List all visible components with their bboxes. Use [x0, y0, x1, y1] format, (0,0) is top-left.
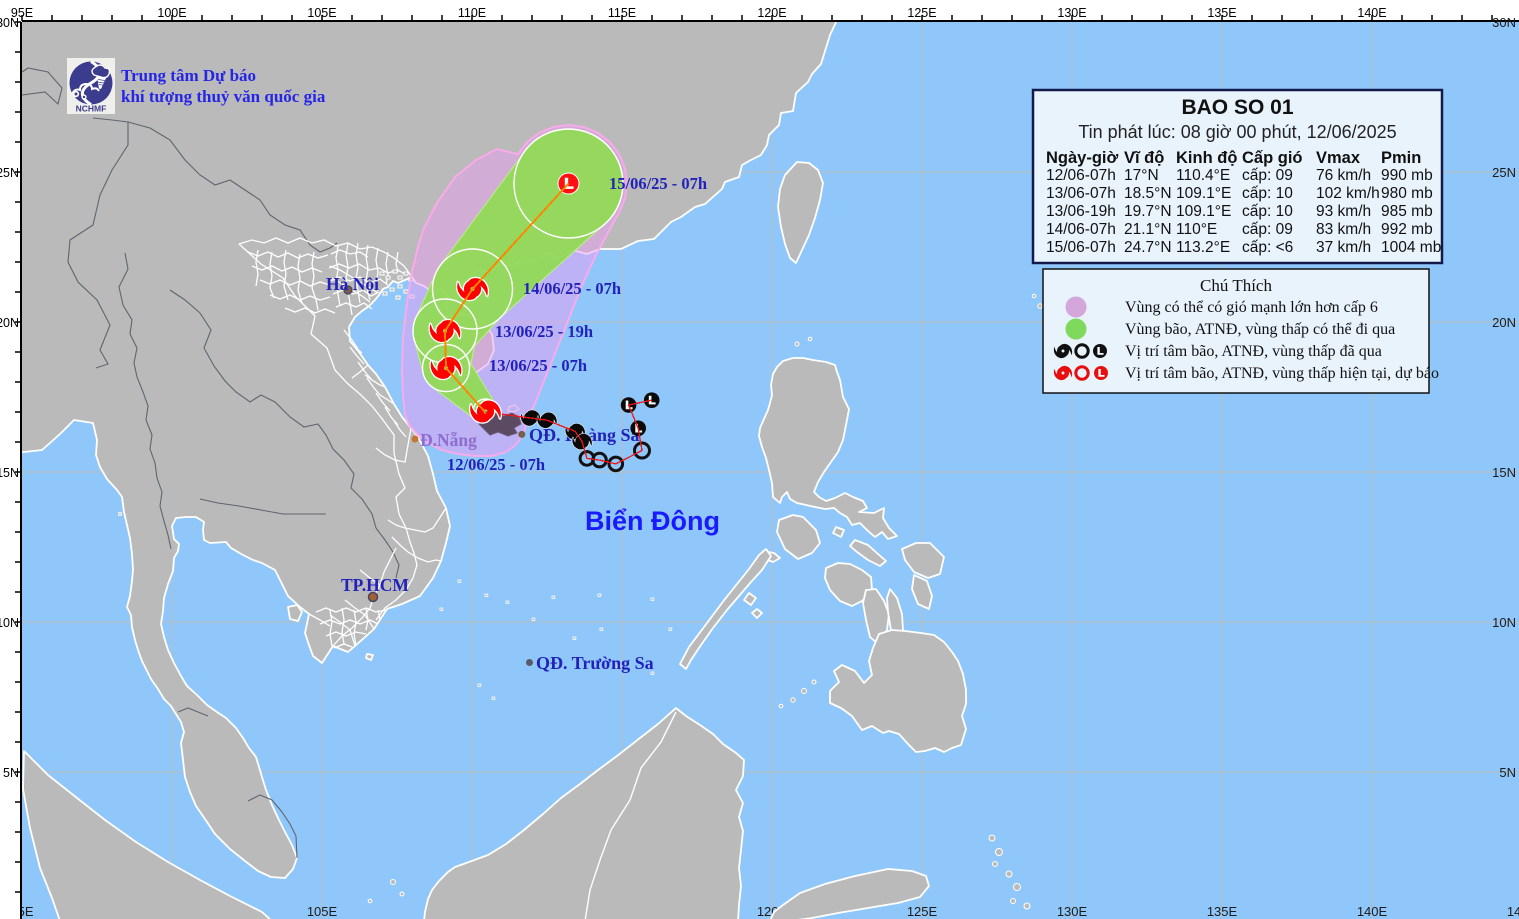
svg-text:109.1°E: 109.1°E — [1176, 203, 1231, 220]
svg-text:109.1°E: 109.1°E — [1176, 185, 1231, 202]
svg-text:Cấp gió: Cấp gió — [1242, 149, 1303, 167]
svg-text:12/06-07h: 12/06-07h — [1046, 167, 1116, 184]
svg-text:110°E: 110°E — [1176, 221, 1217, 238]
svg-text:25N: 25N — [1492, 165, 1516, 180]
svg-text:cấp: 10: cấp: 10 — [1242, 203, 1293, 220]
svg-text:QĐ. Trường Sa: QĐ. Trường Sa — [536, 653, 654, 673]
svg-text:13/06-07h: 13/06-07h — [1046, 185, 1116, 202]
svg-text:113.2°E: 113.2°E — [1176, 239, 1230, 256]
svg-text:10N: 10N — [1492, 615, 1516, 630]
svg-text:Vùng bão, ATNĐ, vùng thấp có t: Vùng bão, ATNĐ, vùng thấp có thể đi qua — [1125, 321, 1395, 338]
svg-text:Vĩ độ: Vĩ độ — [1124, 149, 1164, 167]
svg-text:15N: 15N — [1492, 465, 1516, 480]
svg-text:13/06-19h: 13/06-19h — [1046, 203, 1116, 220]
svg-text:17°N: 17°N — [1124, 167, 1159, 184]
svg-text:15/06-07h: 15/06-07h — [1046, 239, 1116, 256]
svg-text:Hà Nội: Hà Nội — [326, 274, 379, 294]
svg-text:24.7°N: 24.7°N — [1124, 239, 1172, 256]
svg-text:992 mb: 992 mb — [1381, 221, 1433, 238]
svg-text:Đ.Nẵng: Đ.Nẵng — [420, 430, 477, 450]
svg-text:145E: 145E — [1507, 904, 1519, 919]
svg-text:105E: 105E — [307, 904, 338, 919]
svg-text:115E: 115E — [608, 6, 636, 20]
svg-text:cấp: 09: cấp: 09 — [1242, 221, 1293, 238]
svg-text:Kinh độ: Kinh độ — [1176, 149, 1237, 167]
svg-text:BAO SO 01: BAO SO 01 — [1181, 96, 1293, 119]
svg-text:30N: 30N — [0, 16, 19, 30]
svg-text:130E: 130E — [1057, 904, 1088, 919]
svg-text:37 km/h: 37 km/h — [1316, 239, 1371, 256]
svg-text:Chú Thích: Chú Thích — [1200, 276, 1272, 295]
svg-text:135E: 135E — [1207, 6, 1236, 20]
svg-text:Tin phát lúc: 08 giờ 00 phút,: Tin phát lúc: 08 giờ 00 phút, 12/06/2025 — [1078, 122, 1396, 142]
svg-text:30N: 30N — [1492, 15, 1516, 30]
svg-text:cấp: 09: cấp: 09 — [1242, 167, 1293, 184]
svg-text:140E: 140E — [1357, 6, 1386, 20]
svg-text:985 mb: 985 mb — [1381, 203, 1433, 220]
svg-text:1004 mb: 1004 mb — [1381, 239, 1441, 256]
svg-text:13/06/25 - 07h: 13/06/25 - 07h — [489, 356, 587, 375]
svg-text:102 km/h: 102 km/h — [1316, 185, 1380, 202]
svg-text:cấp: <6: cấp: <6 — [1242, 239, 1293, 256]
svg-text:khí tượng thuỷ văn quốc gia: khí tượng thuỷ văn quốc gia — [121, 87, 326, 106]
svg-text:15/06/25 - 07h: 15/06/25 - 07h — [609, 174, 707, 193]
svg-text:120E: 120E — [757, 6, 786, 20]
svg-text:TP.HCM: TP.HCM — [341, 575, 409, 595]
svg-text:12/06/25 - 07h: 12/06/25 - 07h — [447, 455, 545, 474]
svg-text:95E: 95E — [11, 6, 33, 20]
svg-text:980 mb: 980 mb — [1381, 185, 1433, 202]
svg-text:18.5°N: 18.5°N — [1124, 185, 1172, 202]
svg-text:125E: 125E — [907, 904, 938, 919]
svg-text:Vùng có thể có gió mạnh lớn hơ: Vùng có thể có gió mạnh lớn hơn cấp 6 — [1125, 299, 1378, 316]
svg-text:14/06-07h: 14/06-07h — [1046, 221, 1116, 238]
svg-text:110E: 110E — [458, 6, 486, 20]
svg-text:Pmin: Pmin — [1381, 149, 1421, 167]
svg-text:19.7°N: 19.7°N — [1124, 203, 1172, 220]
svg-text:105E: 105E — [307, 6, 336, 20]
svg-text:83 km/h: 83 km/h — [1316, 221, 1371, 238]
svg-text:100E: 100E — [157, 6, 186, 20]
svg-text:125E: 125E — [907, 6, 936, 20]
svg-text:13/06/25 - 19h: 13/06/25 - 19h — [495, 322, 593, 341]
svg-text:76 km/h: 76 km/h — [1316, 167, 1371, 184]
svg-text:cấp: 10: cấp: 10 — [1242, 185, 1293, 202]
svg-text:130E: 130E — [1057, 6, 1086, 20]
svg-text:990 mb: 990 mb — [1381, 167, 1433, 184]
svg-text:135E: 135E — [1207, 904, 1238, 919]
svg-text:20N: 20N — [1492, 315, 1516, 330]
svg-text:5N: 5N — [3, 766, 19, 780]
svg-text:140E: 140E — [1357, 904, 1388, 919]
svg-text:110.4°E: 110.4°E — [1176, 167, 1230, 184]
svg-text:25N: 25N — [0, 166, 19, 180]
svg-text:15N: 15N — [0, 466, 19, 480]
svg-text:Trung tâm Dự báo: Trung tâm Dự báo — [121, 66, 256, 85]
svg-text:NCHMF: NCHMF — [76, 104, 107, 114]
svg-text:Ngày-giờ: Ngày-giờ — [1046, 149, 1119, 167]
svg-text:Vị trí tâm bão, ATNĐ, vùng thấ: Vị trí tâm bão, ATNĐ, vùng thấp đã qua — [1125, 343, 1382, 360]
svg-text:Vị trí tâm bão, ATNĐ, vùng thấ: Vị trí tâm bão, ATNĐ, vùng thấp hiện tại… — [1125, 365, 1439, 382]
svg-text:Vmax: Vmax — [1316, 149, 1361, 167]
svg-text:20N: 20N — [0, 316, 19, 330]
svg-text:14/06/25 - 07h: 14/06/25 - 07h — [523, 279, 621, 298]
svg-text:Biển Đông: Biển Đông — [585, 506, 720, 536]
svg-text:93 km/h: 93 km/h — [1316, 203, 1371, 220]
svg-text:10N: 10N — [0, 616, 19, 630]
svg-text:5N: 5N — [1499, 765, 1516, 780]
svg-text:21.1°N: 21.1°N — [1124, 221, 1172, 238]
